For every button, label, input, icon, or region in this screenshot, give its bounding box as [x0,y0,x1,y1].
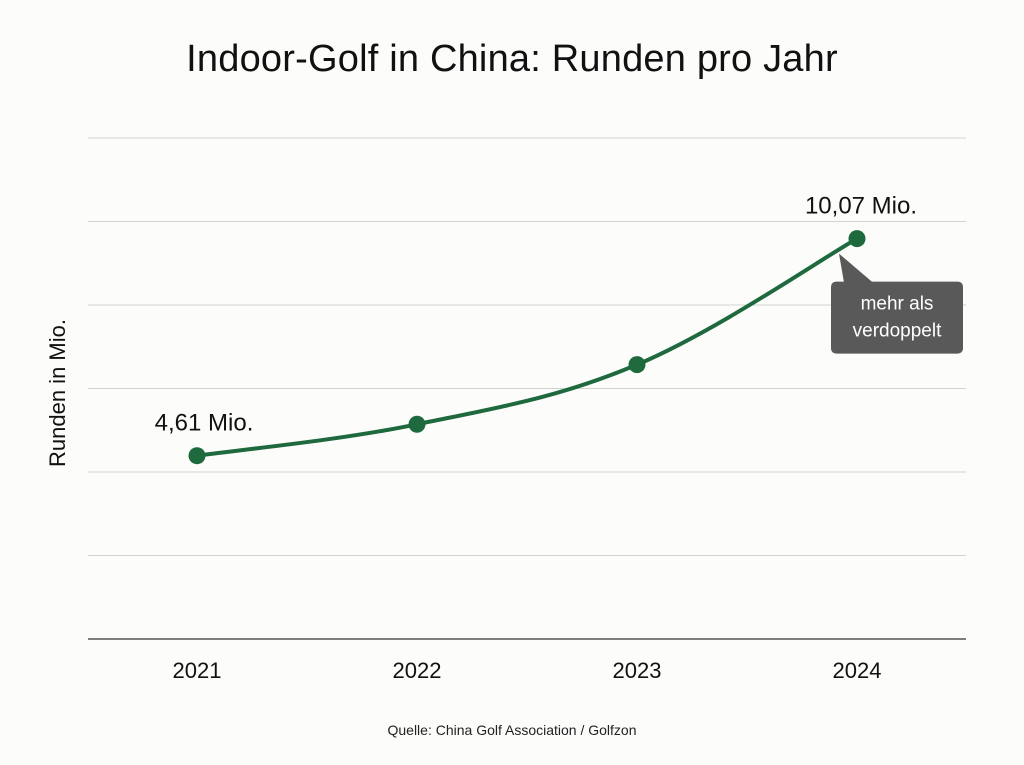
data-point-2023 [628,356,646,374]
data-point-2021 [188,447,206,465]
chart-title: Indoor-Golf in China: Runden pro Jahr [186,38,838,80]
source-note: Quelle: China Golf Association / Golfzon [387,722,637,738]
x-tick-label: 2023 [613,658,662,683]
x-tick-label: 2021 [173,658,222,683]
x-tick-label: 2024 [833,658,882,683]
callout-text-line: verdoppelt [853,321,942,342]
callout-pointer [839,253,873,283]
callout-text-line: mehr als [861,294,934,315]
data-labels: 4,61 Mio. 10,07 Mio. [155,193,917,437]
data-point-2022 [408,415,426,433]
data-label-2024: 10,07 Mio. [805,193,917,220]
x-tick-labels: 2021 2022 2023 2024 [173,658,882,683]
data-label-2021: 4,61 Mio. [155,410,254,437]
data-point-2024 [848,230,866,248]
callout: mehr als verdoppelt [831,253,963,354]
x-tick-label: 2022 [393,658,442,683]
gridlines [88,137,966,640]
series-line [195,236,859,458]
callout-box [831,281,963,354]
series-group [188,230,866,465]
